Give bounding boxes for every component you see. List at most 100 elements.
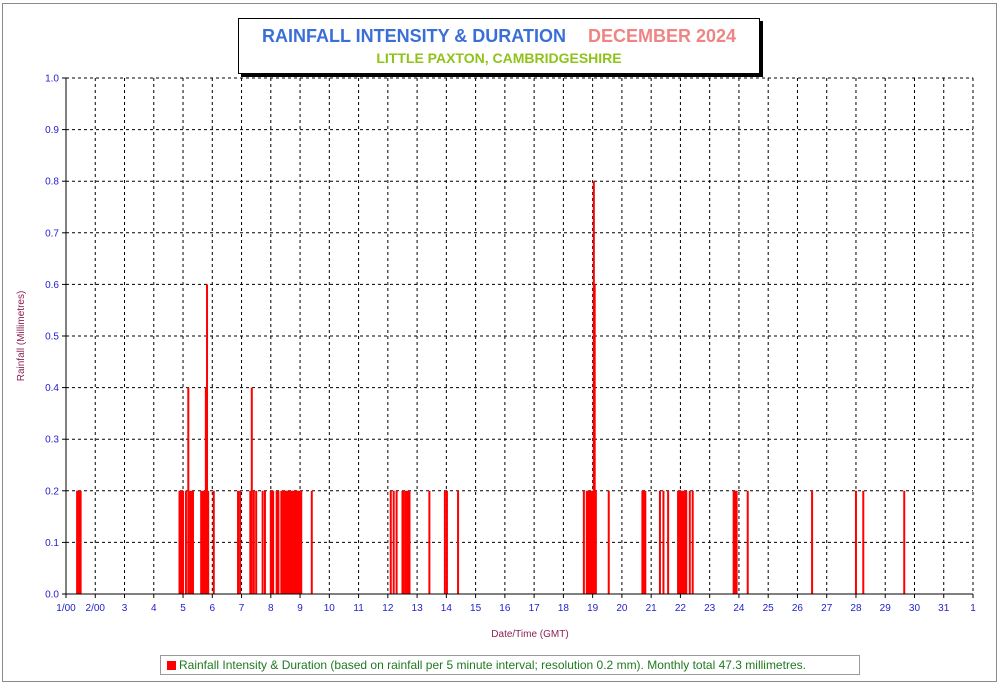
rain-bar bbox=[249, 490, 252, 594]
rain-bar bbox=[187, 387, 190, 594]
rain-bar bbox=[667, 490, 670, 594]
rain-bar bbox=[685, 490, 688, 594]
rain-bar bbox=[392, 490, 395, 594]
x-tick-labels: 1/00 2/00 3 4 5 6 7 8 9 10 11 12 13 14 15 16 17 18 19 20 21 2… bbox=[56, 594, 976, 614]
rain-bar bbox=[290, 490, 293, 594]
x-tick-label: 12 bbox=[382, 603, 394, 614]
rain-bar bbox=[746, 490, 749, 594]
rain-bar bbox=[593, 284, 596, 594]
x-tick-label: 13 bbox=[412, 603, 424, 614]
rain-bar bbox=[182, 490, 185, 594]
rain-bar bbox=[588, 490, 591, 594]
y-tick-label: 0.0 bbox=[45, 590, 59, 601]
rain-bar bbox=[272, 490, 275, 594]
rain-bar bbox=[428, 490, 431, 594]
y-tick-labels: 0.0 0.1 0.2 0.3 0.4 0.5 0.6 0.7 0.8 0.9 1.0 bbox=[45, 74, 66, 601]
rain-bar bbox=[287, 490, 290, 594]
rain-bar bbox=[854, 490, 857, 594]
chart-subtitle: LITTLE PAXTON, CAMBRIDGESHIRE bbox=[376, 50, 622, 66]
rain-bar bbox=[79, 490, 82, 594]
rain-bar bbox=[641, 490, 644, 594]
rain-bar bbox=[590, 490, 593, 594]
x-tick-label: 18 bbox=[558, 603, 570, 614]
rain-bar bbox=[401, 490, 404, 594]
rain-bar bbox=[677, 490, 680, 594]
rain-bar bbox=[293, 490, 296, 594]
chart-title-line: RAINFALL INTENSITY & DURATION DECEMBER 20… bbox=[239, 26, 759, 47]
rain-bar bbox=[178, 490, 181, 594]
rain-bar bbox=[607, 490, 610, 594]
x-tick-label: 21 bbox=[646, 603, 658, 614]
x-tick-label: 17 bbox=[529, 603, 541, 614]
y-tick-label: 0.2 bbox=[45, 486, 59, 497]
rain-bar bbox=[903, 490, 906, 594]
rain-bar bbox=[294, 490, 297, 594]
rain-bar bbox=[292, 490, 295, 594]
rain-bar bbox=[691, 490, 694, 594]
rain-bar bbox=[286, 490, 289, 594]
rain-bar bbox=[239, 490, 242, 594]
x-tick-label: 10 bbox=[324, 603, 336, 614]
x-tick-label: 5 bbox=[180, 603, 186, 614]
rain-bar bbox=[203, 490, 206, 594]
rain-bar bbox=[270, 490, 273, 594]
rain-bar bbox=[642, 490, 645, 594]
x-tick-label: 30 bbox=[909, 603, 921, 614]
rain-bar bbox=[591, 490, 594, 594]
x-tick-label: 20 bbox=[616, 603, 628, 614]
x-tick-label: 3 bbox=[122, 603, 128, 614]
x-tick-label: 16 bbox=[499, 603, 511, 614]
rain-bar bbox=[237, 490, 240, 594]
x-tick-label: 28 bbox=[850, 603, 862, 614]
y-tick-label: 0.1 bbox=[45, 538, 59, 549]
rain-bar bbox=[682, 490, 685, 594]
rain-bar bbox=[404, 490, 407, 594]
x-tick-label: 22 bbox=[675, 603, 687, 614]
rain-bar bbox=[204, 387, 207, 594]
y-tick-label: 0.3 bbox=[45, 435, 59, 446]
rain-bar bbox=[283, 490, 286, 594]
chart-title: RAINFALL INTENSITY & DURATION bbox=[261, 26, 566, 46]
x-tick-label: 14 bbox=[441, 603, 453, 614]
rain-bar bbox=[189, 490, 192, 594]
rain-bar bbox=[261, 490, 264, 594]
x-tick-label: 15 bbox=[470, 603, 482, 614]
x-tick-label: 11 bbox=[353, 603, 364, 614]
y-tick-label: 1.0 bbox=[45, 74, 59, 85]
x-tick-label: 26 bbox=[792, 603, 804, 614]
x-tick-label: 27 bbox=[821, 603, 833, 614]
y-tick-label: 0.9 bbox=[45, 125, 59, 136]
rain-bar bbox=[78, 490, 81, 594]
rain-bar bbox=[297, 490, 300, 594]
x-tick-label: 8 bbox=[268, 603, 274, 614]
rain-bar bbox=[295, 490, 298, 594]
rain-bar bbox=[582, 490, 585, 594]
rain-bar bbox=[184, 490, 187, 594]
chart-title-month: DECEMBER 2024 bbox=[587, 26, 737, 46]
rain-bar bbox=[76, 490, 79, 594]
x-tick-label: 1 bbox=[970, 603, 976, 614]
rain-bar bbox=[281, 490, 284, 594]
rain-bar bbox=[190, 490, 193, 594]
rain-bar bbox=[288, 490, 291, 594]
rain-bar bbox=[445, 490, 448, 594]
x-tick-label: 19 bbox=[587, 603, 599, 614]
rain-bar bbox=[280, 490, 283, 594]
rain-bar bbox=[180, 490, 183, 594]
rain-bar bbox=[395, 490, 398, 594]
rain-bar bbox=[585, 490, 588, 594]
x-tick-label: 29 bbox=[880, 603, 892, 614]
rain-bar bbox=[679, 490, 682, 594]
rain-bar bbox=[589, 490, 592, 594]
rain-bar bbox=[275, 490, 278, 594]
rain-bar bbox=[299, 490, 302, 594]
rain-bar bbox=[678, 490, 681, 594]
rain-bar bbox=[402, 490, 405, 594]
rain-bar bbox=[683, 490, 686, 594]
rain-bar bbox=[250, 387, 253, 594]
rain-bar bbox=[179, 490, 182, 594]
rain-bar bbox=[285, 490, 288, 594]
rain-bar bbox=[191, 490, 194, 594]
rain-bar bbox=[594, 490, 597, 594]
x-axis-title: Date/Time (GMT) bbox=[491, 629, 568, 640]
